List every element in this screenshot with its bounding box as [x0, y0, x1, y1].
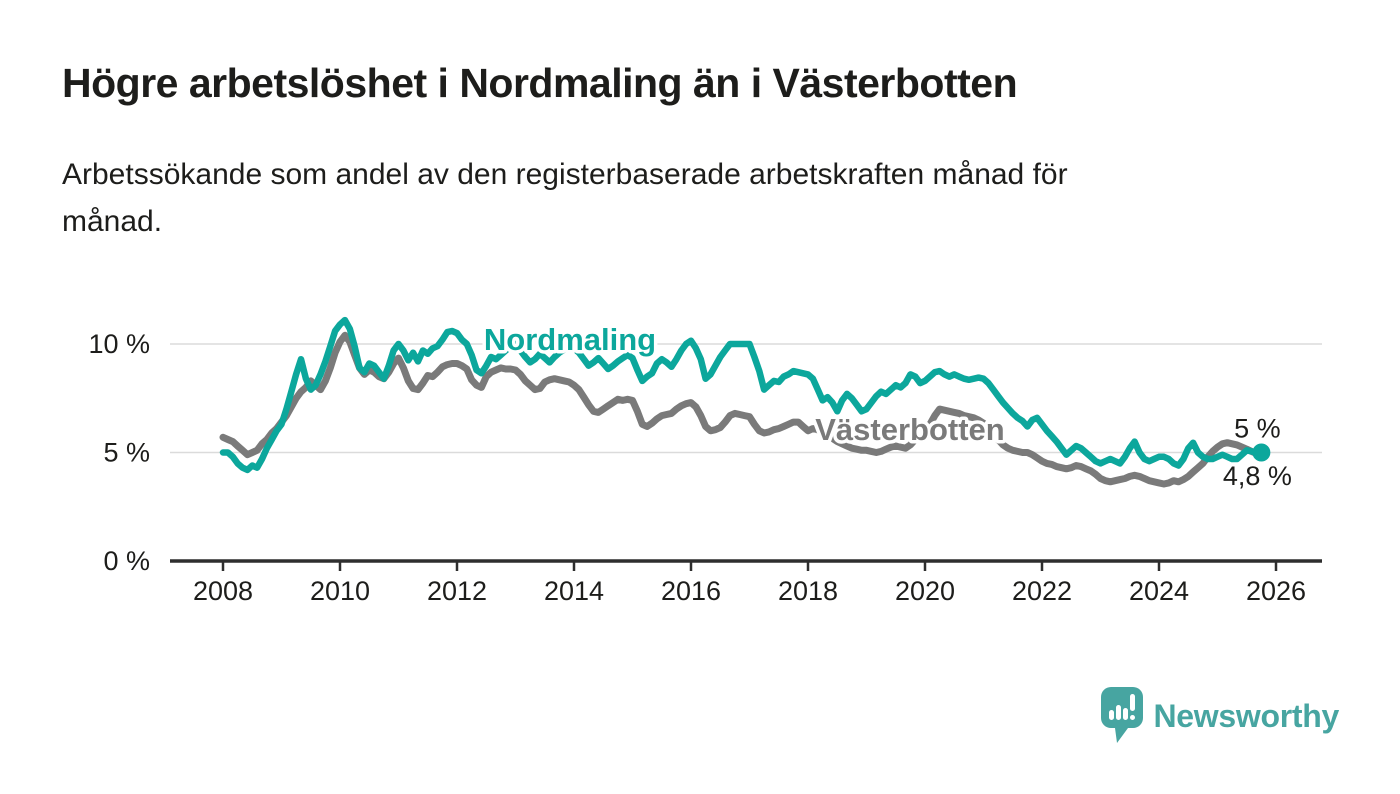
- nordmaling-line: [219, 316, 1265, 474]
- x-axis-tick-label: 2008: [193, 576, 253, 606]
- subtitle-line-2: månad.: [62, 205, 163, 238]
- chart-subtitle: Arbetssökande som andel av den registerb…: [62, 151, 1068, 245]
- nordmaling-series-label: Nordmaling: [484, 322, 656, 357]
- x-axis-tick-label: 2020: [895, 576, 955, 606]
- vasterbotten-series-label: Västerbotten: [815, 412, 1004, 447]
- x-axis-tick-label: 2024: [1129, 576, 1189, 606]
- x-axis-tick-label: 2012: [427, 576, 487, 606]
- x-axis-tick-label: 2026: [1246, 576, 1306, 606]
- x-axis-tick-label: 2010: [310, 576, 370, 606]
- nordmaling-end-label: 5 %: [1234, 414, 1281, 444]
- bar-chart-speech-bubble-icon: [1100, 687, 1143, 743]
- y-axis-label: 0 %: [103, 546, 150, 576]
- x-axis-tick-label: 2018: [778, 576, 838, 606]
- nordmaling-end-dot: [1252, 443, 1271, 462]
- logo-bars: [1108, 694, 1135, 720]
- vasterbotten-line: [219, 331, 1265, 488]
- vasterbotten-end-label: 4,8 %: [1223, 461, 1292, 491]
- x-axis-tick-label: 2014: [544, 576, 604, 606]
- x-axis-tick-label: 2016: [661, 576, 721, 606]
- y-axis-label: 10 %: [88, 329, 150, 359]
- page-title: Högre arbetslöshet i Nordmaling än i Väs…: [62, 60, 1018, 106]
- logo-wordmark: Newsworthy: [1153, 697, 1340, 734]
- newsworthy-logo: Newsworthy: [1100, 686, 1340, 746]
- subtitle-line-1: Arbetssökande som andel av den registerb…: [62, 158, 1068, 191]
- speech-bubble-shape: [1100, 687, 1143, 743]
- y-axis-label: 5 %: [103, 438, 150, 468]
- x-axis-tick-label: 2022: [1012, 576, 1072, 606]
